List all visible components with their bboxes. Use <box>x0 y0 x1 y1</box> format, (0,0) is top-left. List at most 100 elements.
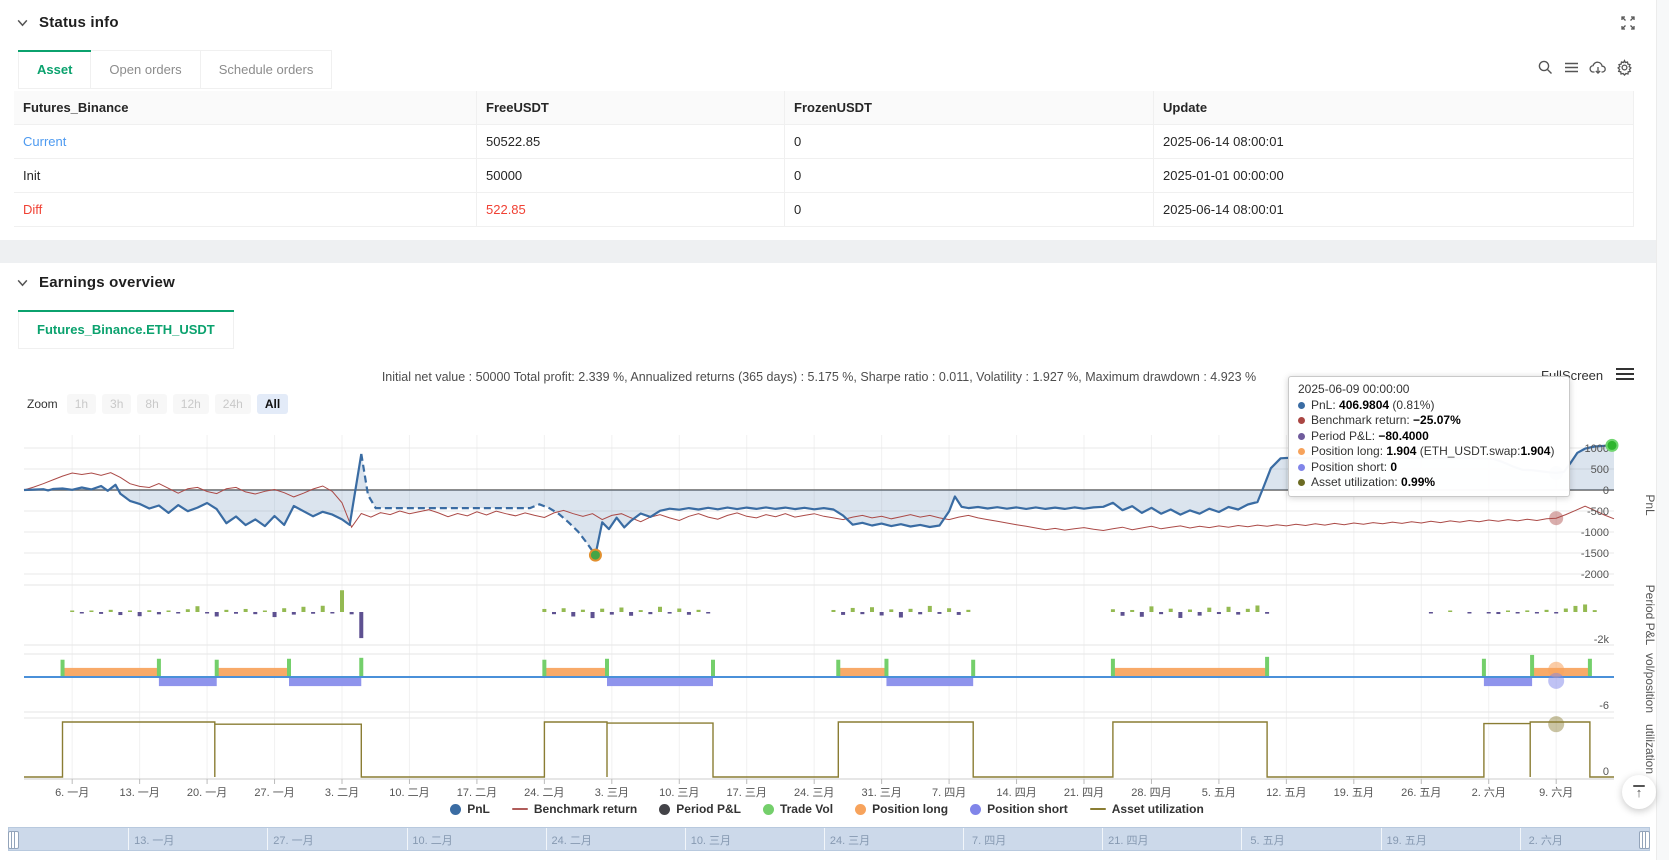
svg-text:13. 一月: 13. 一月 <box>119 787 159 799</box>
gear-icon[interactable] <box>1616 59 1633 76</box>
column-header: FreeUSDT <box>477 91 785 124</box>
legend-swatch-icon <box>970 804 981 815</box>
svg-text:17. 三月: 17. 三月 <box>727 787 767 799</box>
legend-item-asset-utilization[interactable]: Asset utilization <box>1090 802 1204 816</box>
table-header-row: Futures_BinanceFreeUSDTFrozenUSDTUpdate <box>14 91 1634 125</box>
tab-open-orders[interactable]: Open orders <box>91 50 200 89</box>
earnings-title: Earnings overview <box>39 274 175 291</box>
navigator-gridline <box>824 828 825 850</box>
navigator-tick-label: 21. 四月 <box>1108 832 1148 848</box>
table-toolbar <box>1537 59 1633 76</box>
earnings-tabs: Futures_Binance.ETH_USDT <box>18 310 234 349</box>
navigator-tick-label: 2. 六月 <box>1529 832 1563 848</box>
tooltip-row: PnL: 406.9804 (0.81%) <box>1298 398 1560 414</box>
legend-swatch-icon <box>1090 808 1106 810</box>
chart-menu-icon[interactable] <box>1616 367 1634 384</box>
cloud-download-icon[interactable] <box>1589 59 1607 76</box>
tab-schedule-orders[interactable]: Schedule orders <box>201 50 333 89</box>
series-bullet-icon <box>1298 448 1305 455</box>
zoom-button-12h[interactable]: 12h <box>173 394 209 414</box>
tooltip-row: Position long: 1.904 (ETH_USDT.swap:1.90… <box>1298 444 1560 460</box>
navigator-gridline <box>1102 828 1103 850</box>
navigator-left-handle[interactable] <box>8 831 19 849</box>
navigator-tick-label: 7. 四月 <box>972 832 1006 848</box>
series-bullet-icon <box>1298 479 1305 486</box>
navigator-gridline <box>1241 828 1242 850</box>
zoom-button-24h[interactable]: 24h <box>215 394 251 414</box>
table-cell: 2025-06-14 08:00:01 <box>1154 125 1634 158</box>
zoom-button-8h[interactable]: 8h <box>137 394 166 414</box>
svg-text:20. 一月: 20. 一月 <box>187 787 227 799</box>
navigator-tick-label: 24. 二月 <box>552 832 592 848</box>
svg-text:-2k: -2k <box>1594 634 1610 646</box>
legend-item-position-long[interactable]: Position long <box>855 802 948 816</box>
legend-item-trade-vol[interactable]: Trade Vol <box>763 802 833 816</box>
navigator-gridline <box>267 828 268 850</box>
section-divider <box>0 240 1669 263</box>
svg-text:vol/position: vol/position <box>1643 653 1657 713</box>
svg-text:0: 0 <box>1603 485 1609 497</box>
status-info-section: Status info AssetOpen ordersSchedule ord… <box>0 0 1669 240</box>
tab-futures-binance-eth-usdt[interactable]: Futures_Binance.ETH_USDT <box>18 310 234 349</box>
legend-swatch-icon <box>763 804 774 815</box>
navigator-tick-label: 13. 一月 <box>134 832 174 848</box>
legend-item-period-p-l[interactable]: Period P&L <box>659 802 741 816</box>
search-icon[interactable] <box>1537 59 1554 76</box>
zoom-range-selector: Zoom 1h 3h 8h 12h 24h All <box>27 394 288 414</box>
status-tabs: AssetOpen ordersSchedule orders <box>18 50 332 89</box>
svg-text:12. 五月: 12. 五月 <box>1266 787 1306 799</box>
svg-text:500: 500 <box>1591 464 1609 476</box>
svg-text:24. 三月: 24. 三月 <box>794 787 834 799</box>
svg-text:17. 二月: 17. 二月 <box>457 787 497 799</box>
svg-text:7. 四月: 7. 四月 <box>932 787 966 799</box>
table-cell: 50522.85 <box>477 125 785 158</box>
navigator-tick-label: 5. 五月 <box>1250 832 1284 848</box>
legend-swatch-icon <box>512 808 528 810</box>
svg-text:-6: -6 <box>1599 700 1609 712</box>
collapse-chevron-icon[interactable] <box>16 16 29 29</box>
table-row: Init5000002025-01-01 00:00:00 <box>14 159 1634 193</box>
svg-text:1000: 1000 <box>1585 443 1609 455</box>
table-row: Diff522.8502025-06-14 08:00:01 <box>14 193 1634 227</box>
tooltip-row: Asset utilization: 0.99% <box>1298 475 1560 491</box>
svg-text:Period P&L: Period P&L <box>1643 585 1657 646</box>
svg-text:PnL: PnL <box>1643 494 1657 516</box>
back-to-top-button[interactable]: ↑ <box>1622 775 1656 809</box>
tooltip-row: Period P&L: −80.4000 <box>1298 429 1560 445</box>
range-navigator[interactable]: 13. 一月27. 一月10. 二月24. 二月10. 三月24. 三月7. 四… <box>8 827 1650 851</box>
column-header: Futures_Binance <box>14 91 477 124</box>
zoom-button-all[interactable]: All <box>257 394 288 414</box>
navigator-tick-label: 10. 二月 <box>412 832 452 848</box>
collapse-chevron-icon[interactable] <box>16 276 29 289</box>
navigator-tick-label: 10. 三月 <box>691 832 731 848</box>
table-cell: 0 <box>785 193 1154 226</box>
legend-item-benchmark-return[interactable]: Benchmark return <box>512 802 637 816</box>
legend-item-pnl[interactable]: PnL <box>450 802 490 816</box>
svg-text:-500: -500 <box>1587 506 1609 518</box>
table-cell: Init <box>14 159 477 192</box>
legend-item-position-short[interactable]: Position short <box>970 802 1068 816</box>
svg-text:10. 三月: 10. 三月 <box>659 787 699 799</box>
svg-text:2. 六月: 2. 六月 <box>1472 786 1506 799</box>
zoom-button-1h[interactable]: 1h <box>67 394 96 414</box>
svg-text:19. 五月: 19. 五月 <box>1334 787 1374 799</box>
zoom-button-3h[interactable]: 3h <box>102 394 131 414</box>
tab-asset[interactable]: Asset <box>18 50 91 89</box>
page-right-gutter <box>1656 0 1669 860</box>
navigator-gridline <box>407 828 408 850</box>
svg-text:-1500: -1500 <box>1581 548 1609 560</box>
navigator-gridline <box>963 828 964 850</box>
svg-text:10. 二月: 10. 二月 <box>389 787 429 799</box>
navigator-gridline <box>546 828 547 850</box>
menu-icon[interactable] <box>1563 59 1580 76</box>
zoom-label: Zoom <box>27 397 58 411</box>
expand-fullscreen-icon[interactable] <box>1620 15 1636 36</box>
chart-legend: PnL Benchmark return Period P&L Trade Vol Po… <box>0 802 1654 816</box>
navigator-tick-label: 24. 三月 <box>830 832 870 848</box>
table-cell[interactable]: Current <box>14 125 477 158</box>
svg-text:5. 五月: 5. 五月 <box>1202 787 1236 799</box>
status-info-title: Status info <box>39 14 119 31</box>
chart-tooltip: 2025-06-09 00:00:00 PnL: 406.9804 (0.81%… <box>1288 376 1570 497</box>
navigator-right-handle[interactable] <box>1639 831 1650 849</box>
table-row: Current50522.8502025-06-14 08:00:01 <box>14 125 1634 159</box>
